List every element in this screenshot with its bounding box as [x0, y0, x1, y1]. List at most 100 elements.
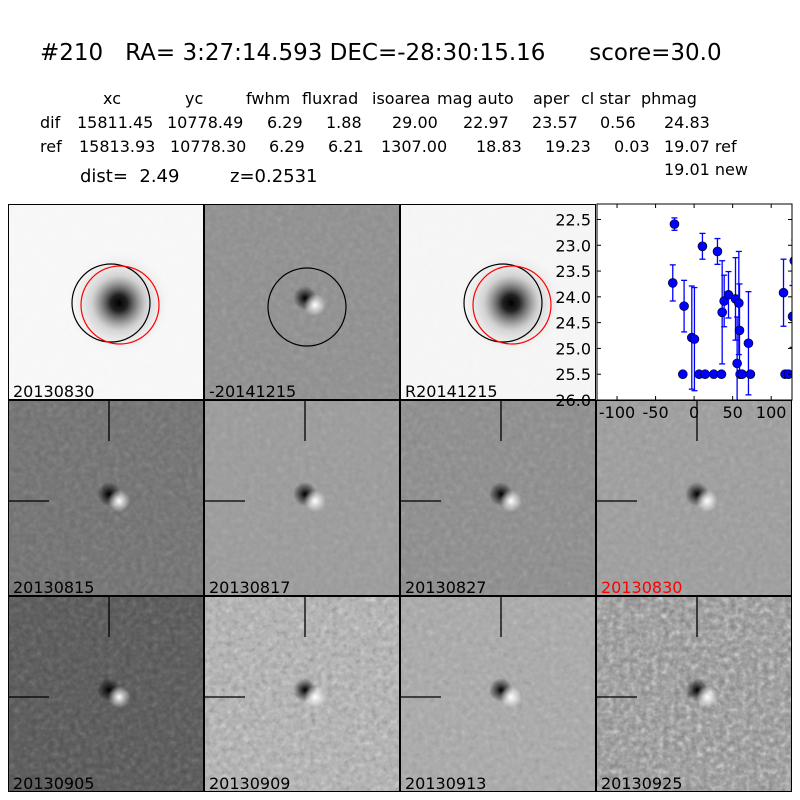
candidate-id: #210	[40, 40, 104, 66]
table-cell: 18.83	[476, 137, 522, 156]
data-point	[700, 369, 710, 380]
data-point	[734, 325, 745, 336]
z-value: z=0.2531	[230, 166, 318, 187]
dist-value: dist= 2.49	[80, 166, 180, 187]
positive-residual	[304, 490, 326, 512]
image-stamp: 20130925	[596, 596, 792, 792]
data-point	[717, 307, 727, 318]
positive-residual	[696, 686, 718, 708]
table-cell: 22.97	[463, 113, 509, 132]
figure-title: #210 RA= 3:27:14.593 DEC=-28:30:15.16 sc…	[40, 40, 722, 66]
data-point	[789, 256, 792, 265]
column-header: mag auto	[437, 89, 514, 108]
dec: DEC=-28:30:15.16	[329, 40, 546, 66]
x-tick-label: 0	[689, 403, 699, 422]
data-point	[679, 301, 689, 311]
table-cell: 6.29	[269, 137, 305, 156]
column-header: fluxrad	[302, 89, 359, 108]
data-points	[667, 217, 792, 400]
image-stamp: 20130830	[8, 204, 204, 400]
image-stamp: 20130817	[204, 400, 400, 596]
aperture-circle	[71, 263, 151, 343]
data-point	[732, 358, 742, 369]
image-stamp: 20130905	[8, 596, 204, 792]
table-cell: 29.00	[392, 113, 438, 132]
image-stamp: 20130830	[596, 400, 792, 596]
source	[456, 248, 566, 358]
source	[64, 248, 174, 358]
x-tick-label: 100	[756, 403, 787, 422]
data-point	[743, 338, 754, 349]
stamp-date-label: R20141215	[405, 382, 498, 400]
stamp-date-label: 20130909	[209, 774, 291, 792]
stamp-date-label: 20130905	[13, 774, 95, 792]
data-point	[697, 241, 708, 252]
x-tick-label: 50	[722, 403, 742, 422]
table-cell: 6.29	[267, 113, 303, 132]
positive-residual	[500, 686, 522, 708]
row-label: dif	[40, 113, 61, 132]
image-stamp: 20130815	[8, 400, 204, 596]
y-tick-label: 24.0	[555, 288, 591, 307]
score: score=30.0	[589, 40, 722, 66]
y-tick-label: 24.5	[555, 314, 591, 333]
image-stamp: 20130913	[400, 596, 596, 792]
stamp-date-label: 20130815	[13, 578, 95, 596]
stamp-date-label: -20141215	[209, 382, 297, 400]
column-header: phmag	[641, 89, 697, 108]
table-cell: 0.03	[614, 137, 650, 156]
plot-frame	[596, 203, 793, 401]
ref-aperture-circle	[80, 265, 160, 345]
y-tick-label: 22.5	[555, 210, 591, 229]
data-point	[723, 289, 734, 300]
ra: RA= 3:27:14.593	[125, 40, 323, 66]
data-point	[737, 369, 747, 380]
data-point	[667, 278, 678, 288]
table-cell: 15811.45	[77, 113, 154, 132]
data-point	[712, 246, 723, 257]
y-tick-label: 25.5	[555, 365, 591, 384]
x-tick-label: -100	[599, 403, 635, 422]
x-tick-label: -50	[643, 403, 669, 422]
image-stamp: 20130827	[400, 400, 596, 596]
stamp-date-label: 20130827	[405, 578, 487, 596]
row-label: ref	[40, 137, 62, 156]
stamp-date-label: 20130830	[13, 382, 95, 400]
table-cell: 10778.30	[170, 137, 247, 156]
column-header: fwhm	[246, 89, 291, 108]
positive-residual	[500, 490, 522, 512]
image-stamp: 20130909	[204, 596, 400, 792]
y-tick-label: 26.0	[555, 391, 591, 410]
image-stamp: -20141215	[204, 204, 400, 400]
stamp-date-label: 20130817	[209, 578, 291, 596]
table-cell: 1.88	[326, 113, 362, 132]
image-stamp: R20141215	[400, 204, 596, 400]
table-cell: 1307.00	[381, 137, 448, 156]
table-cell: 24.83	[664, 113, 710, 132]
y-tick-label: 23.5	[555, 262, 591, 281]
positive-residual	[696, 490, 718, 512]
positive-residual	[108, 490, 130, 512]
table-cell: 19.23	[545, 137, 591, 156]
data-point	[689, 334, 700, 344]
data-point	[787, 311, 792, 322]
table-cell: 0.56	[600, 113, 636, 132]
data-point	[677, 369, 688, 380]
data-point	[669, 219, 680, 229]
data-point	[778, 287, 789, 298]
table-cell: 10778.49	[167, 113, 244, 132]
table-cell: 23.57	[532, 113, 578, 132]
ref-aperture-circle	[472, 265, 552, 345]
data-point	[734, 298, 744, 308]
table-cell: 15813.93	[79, 137, 156, 156]
column-header: aper	[533, 89, 570, 108]
positive-residual	[304, 686, 326, 708]
positive-residual	[304, 294, 326, 316]
data-point	[745, 369, 756, 380]
column-header: isoarea	[372, 89, 431, 108]
positive-residual	[108, 686, 130, 708]
column-header: yc	[185, 89, 204, 108]
y-tick-label: 25.0	[555, 339, 591, 358]
y-tick-label: 23.0	[555, 236, 591, 255]
